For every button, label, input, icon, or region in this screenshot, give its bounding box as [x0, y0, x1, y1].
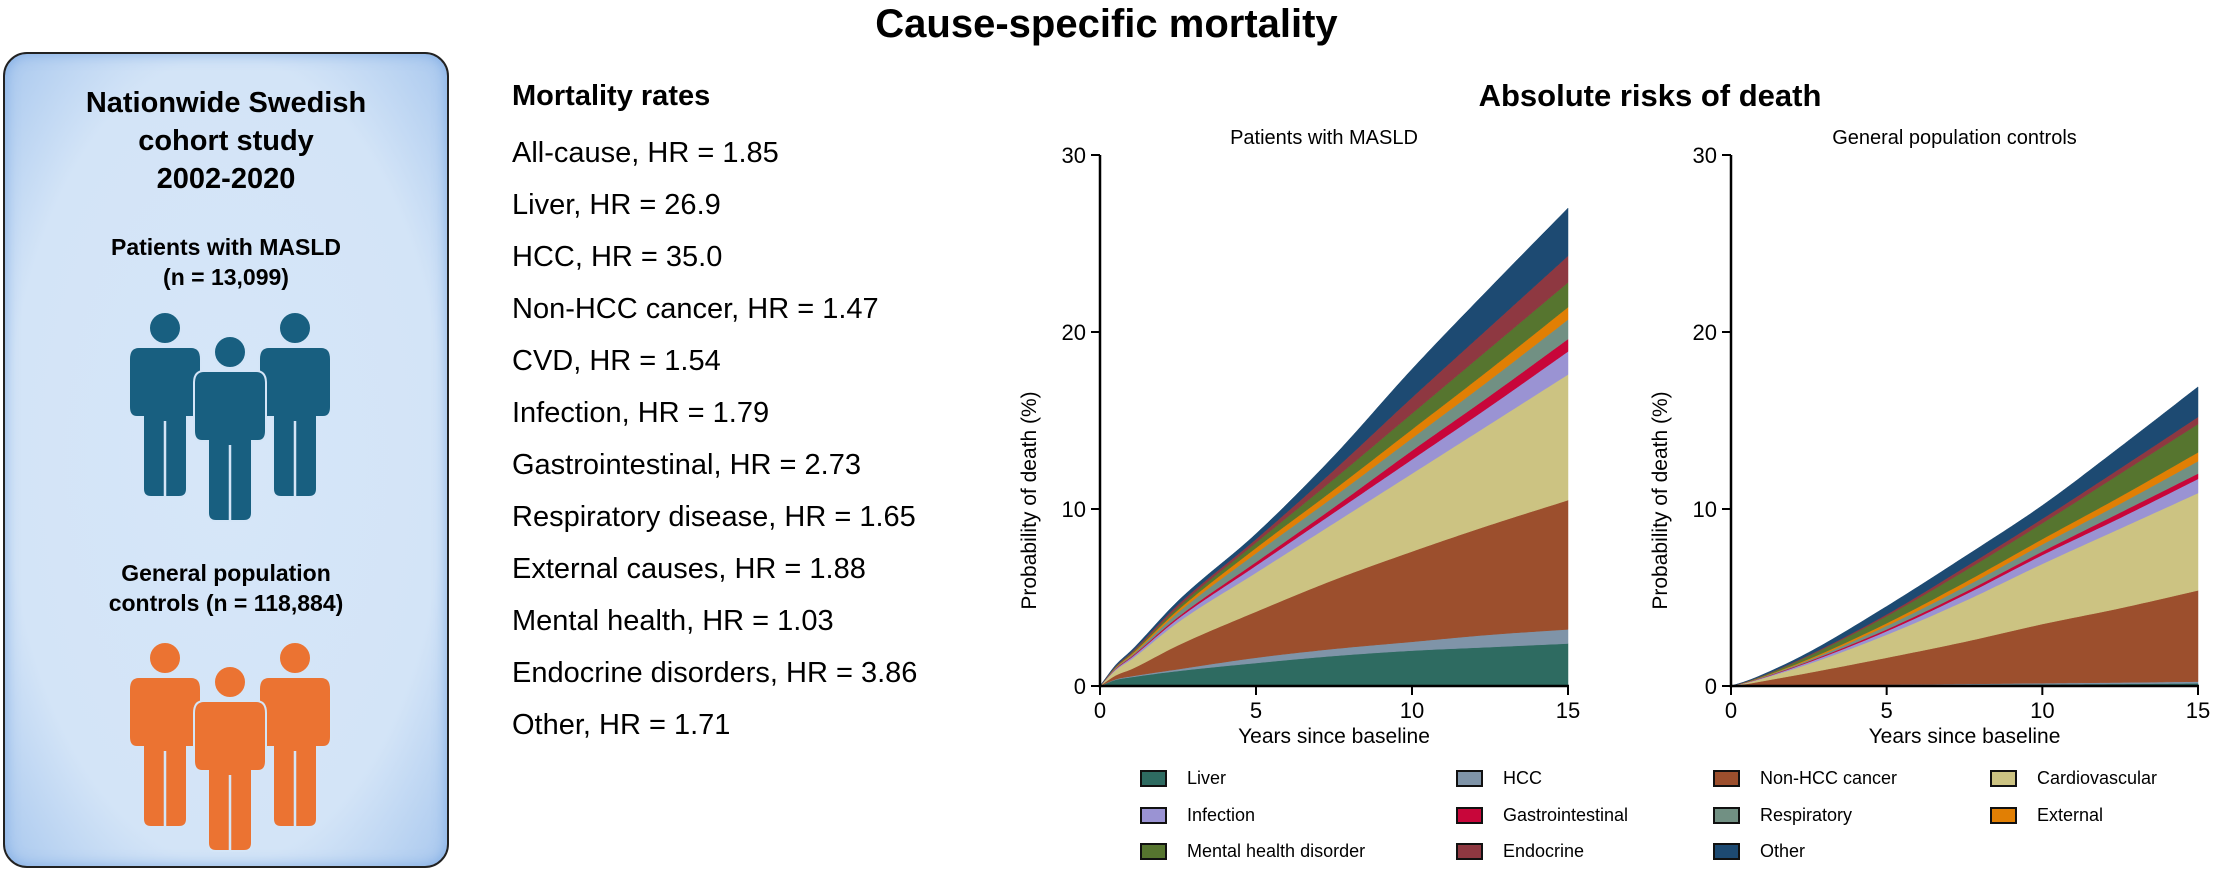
person-head [148, 642, 182, 675]
y-tick-label: 10 [1062, 497, 1086, 522]
cohort-panel: Nationwide Swedish cohort study 2002-202… [3, 52, 449, 868]
legend-label: Cardiovascular [2037, 768, 2158, 788]
legend-swatch [1713, 770, 1740, 787]
y-tick-label: 0 [1705, 674, 1717, 699]
people-group-icon [128, 312, 332, 522]
mortality-rates: Mortality rates All-cause, HR = 1.85 Live… [512, 80, 917, 751]
y-tick-label: 10 [1693, 497, 1717, 522]
mortality-rate-item: Mental health, HR = 1.03 [512, 605, 834, 637]
area-other [1099, 207, 1569, 687]
person-head [213, 665, 247, 699]
legend-item: Non-HCC cancer [1713, 768, 1897, 789]
mortality-rate-item: Non-HCC cancer, HR = 1.47 [512, 293, 879, 325]
legend-swatch [1140, 770, 1167, 787]
legend-item: Liver [1140, 768, 1226, 789]
legend-label: Liver [1187, 768, 1227, 788]
mortality-rate-item: All-cause, HR = 1.85 [512, 137, 779, 169]
legend-label: Endocrine [1503, 841, 1585, 861]
mortality-rate-item: Endocrine disorders, HR = 3.86 [512, 657, 918, 689]
y-axis-label: Probability of death (%) [1018, 391, 1041, 609]
x-axis-label: Years since baseline [1869, 725, 2061, 748]
legend-item: Mental health disorder [1140, 841, 1365, 862]
absolute-risks-title: Absolute risks of death [1478, 78, 1822, 113]
legend-swatch [1456, 770, 1483, 787]
y-axis-label: Probability of death (%) [1649, 391, 1672, 609]
chart-subtitle: General population controls [1832, 127, 2077, 149]
x-tick-label: 5 [1250, 698, 1262, 723]
legend-label: External [2037, 805, 2104, 825]
legend-swatch [1456, 807, 1483, 824]
masld-group-count: (n = 13,099) [163, 264, 289, 290]
legend-label: Infection [1187, 805, 1256, 825]
mortality-rates-heading: Mortality rates [512, 80, 711, 112]
cohort-title-line: cohort study [138, 125, 314, 157]
mortality-rate-item: HCC, HR = 35.0 [512, 241, 723, 273]
person-head [278, 642, 312, 675]
control-group-name: General population [121, 560, 331, 586]
person-head [278, 312, 312, 345]
legend-swatch [1713, 843, 1740, 860]
legend-label: Gastrointestinal [1503, 805, 1629, 825]
x-tick-label: 10 [1400, 698, 1424, 723]
legend-item: Infection [1140, 805, 1255, 826]
x-tick-label: 15 [1556, 698, 1580, 723]
cohort-title-line: 2002-2020 [156, 163, 296, 195]
legend-label: HCC [1503, 768, 1542, 788]
mortality-rate-item: Respiratory disease, HR = 1.65 [512, 501, 916, 533]
legend-swatch [1990, 770, 2017, 787]
legend-item: External [1990, 805, 2103, 826]
person-head [213, 335, 247, 369]
people-group-icon [128, 642, 332, 852]
mortality-rates-list: All-cause, HR = 1.85 Liver, HR = 26.9 HCC,… [512, 127, 917, 751]
y-tick-label: 0 [1074, 674, 1086, 699]
mortality-rate-item: Liver, HR = 26.9 [512, 189, 721, 221]
legend-swatch [1713, 807, 1740, 824]
legend-item: Other [1713, 841, 1805, 862]
legend-label: Mental health disorder [1187, 841, 1366, 861]
legend-label: Respiratory [1760, 805, 1853, 825]
legend-label: Other [1760, 841, 1806, 861]
x-tick-label: 0 [1725, 698, 1737, 723]
cohort-title-line: Nationwide Swedish [85, 87, 367, 119]
x-axis-label: Years since baseline [1238, 725, 1430, 748]
masld-group-label: Patients with MASLD (n = 13,099) [5, 232, 447, 292]
legend-swatch [1140, 807, 1167, 824]
page-title: Cause-specific mortality [875, 2, 1338, 46]
mortality-rate-item: External causes, HR = 1.88 [512, 553, 866, 585]
legend-label: Non-HCC cancer [1760, 768, 1898, 788]
legend-item: Gastrointestinal [1456, 805, 1628, 826]
control-group-label: General population controls (n = 118,884… [5, 558, 447, 618]
y-tick-label: 30 [1062, 143, 1086, 168]
y-tick-label: 20 [1062, 320, 1086, 345]
area-other [1730, 386, 2199, 687]
legend-swatch [1456, 843, 1483, 860]
legend-item: Respiratory [1713, 805, 1852, 826]
legend-item: Cardiovascular [1990, 768, 2157, 789]
x-tick-label: 10 [2030, 698, 2054, 723]
x-tick-label: 15 [2186, 698, 2210, 723]
legend-item: Endocrine [1456, 841, 1584, 862]
mortality-rate-item: Infection, HR = 1.79 [512, 397, 770, 429]
legend-item: HCC [1456, 768, 1542, 789]
masld-group-name: Patients with MASLD [110, 234, 341, 260]
mortality-rate-item: Other, HR = 1.71 [512, 709, 731, 741]
x-tick-label: 0 [1094, 698, 1106, 723]
mortality-rate-item: Gastrointestinal, HR = 2.73 [512, 449, 861, 481]
control-group-count: controls (n = 118,884) [108, 590, 344, 616]
person-head [148, 312, 182, 345]
y-tick-label: 30 [1693, 143, 1717, 168]
legend-swatch [1140, 843, 1167, 860]
y-tick-label: 20 [1693, 320, 1717, 345]
chart-subtitle: Patients with MASLD [1230, 127, 1418, 149]
x-tick-label: 5 [1881, 698, 1893, 723]
mortality-rate-item: CVD, HR = 1.54 [512, 345, 721, 377]
cohort-title: Nationwide Swedish cohort study 2002-202… [5, 84, 447, 198]
legend-swatch [1990, 807, 2017, 824]
